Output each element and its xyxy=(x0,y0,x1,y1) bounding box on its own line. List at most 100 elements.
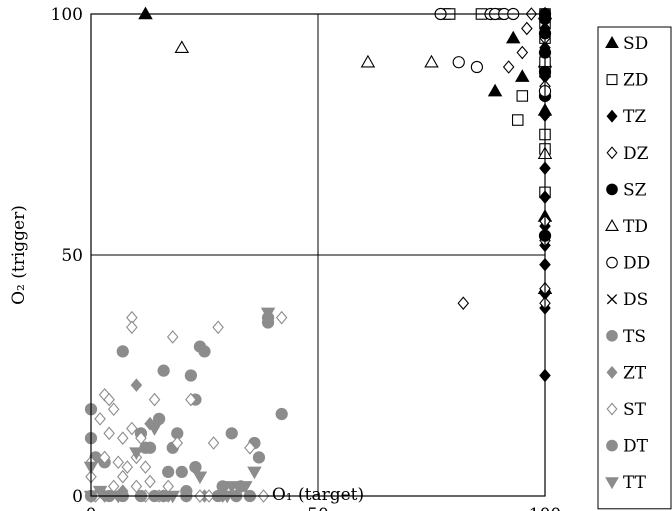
legend-label: DZ xyxy=(623,144,649,164)
legend-item-sd: SD xyxy=(605,34,648,54)
data-point-st xyxy=(103,392,115,407)
data-point-st xyxy=(212,320,224,335)
data-point-ts xyxy=(116,345,129,358)
legend-marker-zd xyxy=(606,74,618,86)
x-tick-label: 100 xyxy=(529,505,561,511)
data-point-ts xyxy=(189,460,202,474)
legend: SD ZD TZ DZ SZ TD DD DS TS ZT ST DT TT xyxy=(597,26,672,510)
data-point-dd xyxy=(470,60,484,74)
legend-label: SD xyxy=(623,34,648,54)
legend-label: SZ xyxy=(623,180,647,200)
legend-label: DT xyxy=(623,437,649,457)
data-point-st xyxy=(144,474,156,489)
plot-area xyxy=(90,13,546,497)
data-point-sd xyxy=(515,69,530,82)
data-point-tt xyxy=(238,481,253,494)
data-point-tt xyxy=(129,447,144,461)
data-point-sd xyxy=(505,30,521,44)
data-point-dz xyxy=(457,296,470,310)
series-tt xyxy=(83,307,276,504)
x-tick-label: 0 xyxy=(86,505,97,511)
legend-label: DD xyxy=(623,254,650,274)
legend-label: TS xyxy=(623,327,646,347)
data-point-zt xyxy=(130,378,143,392)
legend-item-ds: DS xyxy=(606,290,648,310)
legend-marker-sz xyxy=(606,183,618,196)
legend-label: TD xyxy=(623,217,648,237)
legend-item-td: TD xyxy=(605,217,648,237)
legend-item-st: ST xyxy=(606,400,647,420)
data-point-st xyxy=(171,436,184,450)
legend-item-sz: SZ xyxy=(606,180,647,200)
data-point-ts xyxy=(184,369,198,382)
x-axis-label: O₁ (target) xyxy=(272,485,364,505)
data-point-dz xyxy=(521,21,533,36)
data-point-st xyxy=(166,330,179,344)
data-point-tt xyxy=(247,466,262,480)
data-point-ts xyxy=(198,345,211,358)
data-point-st xyxy=(98,450,111,465)
data-point-tt xyxy=(147,423,162,436)
legend-item-dz: DZ xyxy=(606,144,649,164)
data-point-st xyxy=(112,455,125,470)
legend-marker-dd xyxy=(606,256,618,269)
data-point-st xyxy=(244,441,256,455)
y-axis-label: O₂ (trigger) xyxy=(9,205,29,305)
data-point-st xyxy=(135,431,147,445)
legend-marker-tt xyxy=(605,477,619,490)
legend-label: ST xyxy=(623,400,647,420)
data-point-sd xyxy=(487,83,503,97)
legend-item-zt: ZT xyxy=(606,363,647,383)
data-point-sd xyxy=(138,6,153,20)
data-point-td xyxy=(360,54,376,68)
legend-item-dt: DT xyxy=(606,437,649,457)
data-point-ts xyxy=(157,364,170,377)
data-point-st xyxy=(117,469,129,484)
data-point-dt xyxy=(143,441,157,454)
data-point-ts xyxy=(252,451,266,464)
data-point-st xyxy=(139,460,152,474)
legend-marker-st xyxy=(606,402,618,416)
data-point-tt xyxy=(260,307,276,321)
legend-marker-td xyxy=(605,218,619,232)
legend-marker-ds xyxy=(606,294,618,305)
legend-item-tz: TZ xyxy=(606,107,646,127)
legend-label: ZT xyxy=(623,363,647,383)
legend-item-zd: ZD xyxy=(606,71,648,91)
legend-marker-zt xyxy=(606,365,618,379)
legend-item-dd: DD xyxy=(606,254,650,274)
data-point-zd xyxy=(516,90,529,102)
legend-label: DS xyxy=(623,290,648,310)
data-point-st xyxy=(148,392,161,407)
data-point-tt xyxy=(92,485,108,499)
data-point-zd xyxy=(511,114,524,126)
data-point-td xyxy=(424,54,439,68)
x-tick-label: 50 xyxy=(307,505,329,511)
data-point-td xyxy=(174,40,190,54)
data-point-st xyxy=(126,320,138,335)
data-point-st xyxy=(207,436,220,450)
data-point-tt xyxy=(192,471,208,485)
data-point-st xyxy=(103,426,115,441)
data-point-ts xyxy=(175,465,188,479)
legend-label: TT xyxy=(623,473,647,493)
series-dd xyxy=(434,7,552,98)
data-point-tt xyxy=(165,490,180,504)
gridlines xyxy=(91,14,545,496)
series-zd xyxy=(439,8,551,199)
legend-label: ZD xyxy=(623,71,648,91)
legend-marker-ts xyxy=(606,329,618,342)
legend-marker-dz xyxy=(606,146,618,160)
series-sd xyxy=(138,6,553,295)
data-point-st xyxy=(126,421,138,436)
data-point-st xyxy=(94,412,106,426)
data-point-st xyxy=(121,460,134,474)
tick-labels: 0 50 100 0 50 100 xyxy=(51,5,562,511)
legend-marker-sd xyxy=(605,35,619,49)
data-point-dz xyxy=(516,45,529,60)
data-point-st xyxy=(107,402,120,417)
data-point-st xyxy=(185,392,197,407)
y-tick-label: 50 xyxy=(61,246,83,266)
legend-marker-tz xyxy=(606,109,618,123)
